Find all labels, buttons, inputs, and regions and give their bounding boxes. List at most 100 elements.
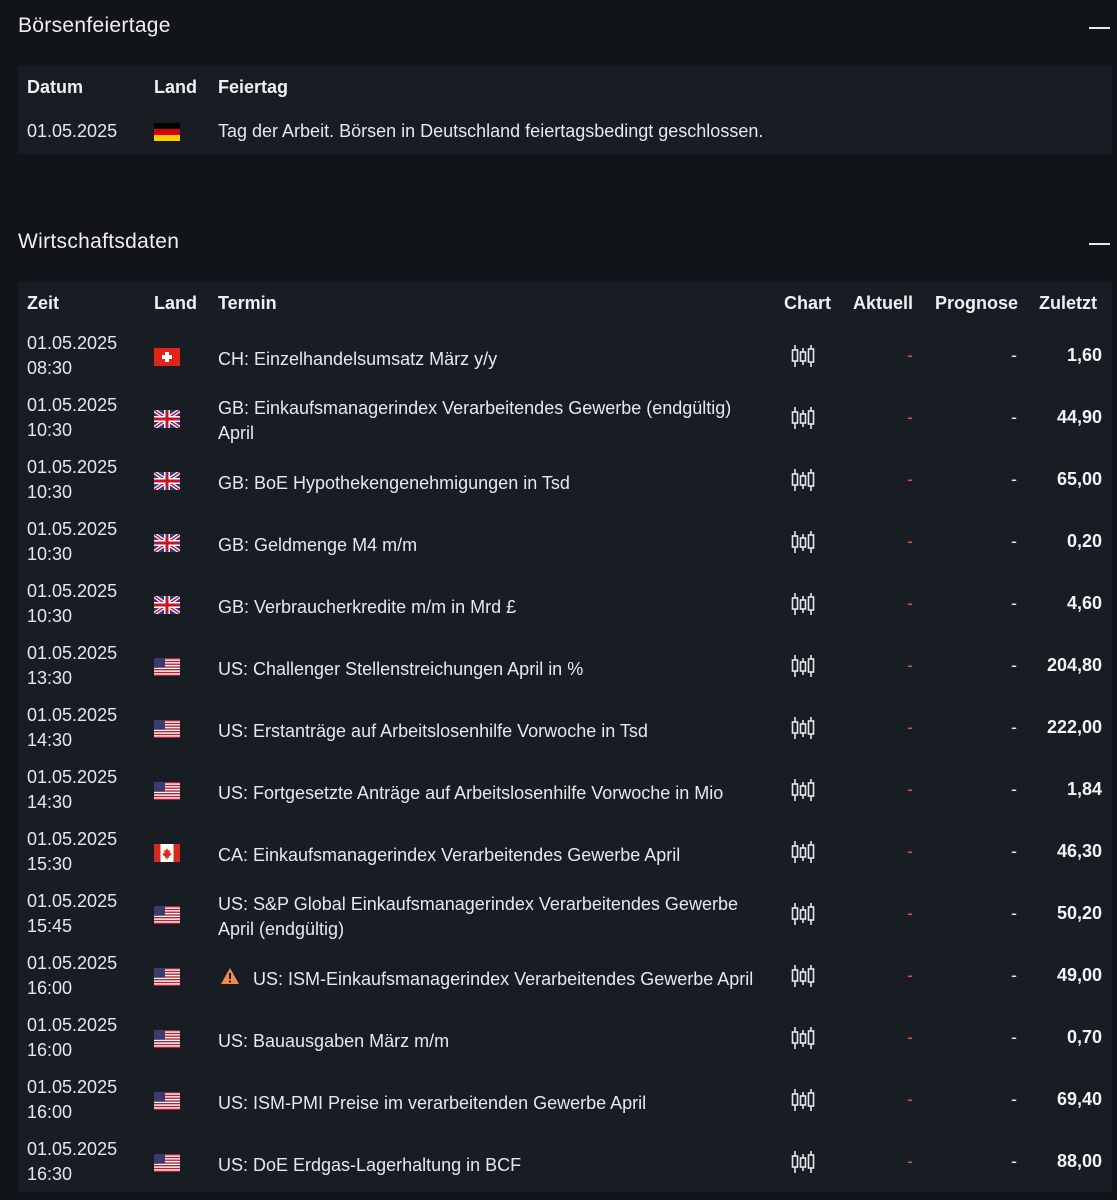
- row-actual: -: [907, 1089, 913, 1109]
- economic-table: Zeit Land Termin Chart Aktuell Prognose …: [18, 282, 1112, 1192]
- row-event: US: Fortgesetzte Anträge auf Arbeitslose…: [218, 762, 763, 824]
- table-row: 01.05.2025 10:30 GB: Verbraucherkredite m/…: [18, 576, 1112, 638]
- candlestick-chart-icon[interactable]: [791, 467, 815, 493]
- header-event: Termin: [218, 293, 277, 313]
- row-actual: -: [907, 903, 913, 923]
- candlestick-chart-icon[interactable]: [791, 963, 815, 989]
- row-forecast: -: [1011, 407, 1017, 427]
- row-date: 01.05.2025: [27, 1139, 118, 1159]
- row-time: 10:30: [27, 482, 73, 502]
- row-previous: 222,00: [1046, 717, 1102, 737]
- row-date: 01.05.2025: [27, 767, 118, 787]
- germany-flag-icon: [154, 123, 180, 141]
- table-row: 01.05.2025 14:30 US: Erstanträge auf Arbei…: [18, 700, 1112, 762]
- row-event-text: GB: Verbraucherkredite m/m in Mrd £: [218, 596, 517, 617]
- row-previous: 0,70: [1066, 1027, 1102, 1047]
- row-event: GB: Einkaufsmanagerindex Verarbeitendes …: [218, 390, 763, 452]
- row-time: 16:30: [27, 1164, 73, 1184]
- row-event-text: US: ISM-Einkaufsmanagerindex Verarbeiten…: [253, 968, 754, 989]
- us-flag-icon: [154, 782, 180, 800]
- row-previous: 204,80: [1046, 655, 1102, 675]
- holidays-collapse-button[interactable]: [1089, 18, 1111, 40]
- row-time: 15:30: [27, 854, 73, 874]
- candlestick-chart-icon[interactable]: [791, 591, 815, 617]
- table-row: 01.05.2025 16:00 US: Bauausgaben März m/m -…: [18, 1010, 1112, 1072]
- row-previous: 44,90: [1056, 407, 1102, 427]
- row-event: CH: Einzelhandelsumsatz März y/y: [218, 328, 763, 390]
- row-date: 01.05.2025: [27, 457, 118, 477]
- row-event-text: US: Erstanträge auf Arbeitslosenhilfe Vo…: [218, 720, 648, 741]
- minus-icon: [1089, 243, 1110, 245]
- row-time: 16:00: [27, 978, 73, 998]
- row-date: 01.05.2025: [27, 705, 118, 725]
- economic-section-header: Wirtschaftsdaten: [0, 216, 1117, 256]
- us-flag-icon: [154, 720, 180, 738]
- row-event-text: US: Fortgesetzte Anträge auf Arbeitslose…: [218, 782, 724, 803]
- gb-flag-icon: [154, 596, 180, 614]
- candlestick-chart-icon[interactable]: [791, 343, 815, 369]
- row-forecast: -: [1011, 903, 1017, 923]
- header-forecast: Prognose: [935, 293, 1019, 313]
- us-flag-icon: [154, 968, 180, 986]
- row-event: GB: Geldmenge M4 m/m: [218, 514, 763, 576]
- row-forecast: -: [1011, 841, 1017, 861]
- holiday-date: 01.05.2025: [27, 121, 118, 141]
- table-row: 01.05.2025 16:00 US: ISM-PMI Preise im ver…: [18, 1072, 1112, 1134]
- candlestick-chart-icon[interactable]: [791, 1087, 815, 1113]
- row-time: 16:00: [27, 1102, 73, 1122]
- row-event: US: S&P Global Einkaufsmanagerindex Vera…: [218, 886, 763, 948]
- row-actual: -: [907, 841, 913, 861]
- row-forecast: -: [1011, 779, 1017, 799]
- header-time: Zeit: [27, 293, 60, 313]
- us-flag-icon: [154, 1092, 180, 1110]
- row-event: US: ISM-PMI Preise im verarbeitenden Gew…: [218, 1072, 763, 1134]
- row-date: 01.05.2025: [27, 519, 118, 539]
- row-event: US: Bauausgaben März m/m: [218, 1010, 763, 1072]
- candlestick-chart-icon[interactable]: [791, 901, 815, 927]
- row-previous: 88,00: [1056, 1151, 1102, 1171]
- row-actual: -: [907, 1151, 913, 1171]
- candlestick-chart-icon[interactable]: [791, 529, 815, 555]
- candlestick-chart-icon[interactable]: [791, 715, 815, 741]
- gb-flag-icon: [154, 472, 180, 490]
- row-time: 14:30: [27, 730, 73, 750]
- candlestick-chart-icon[interactable]: [791, 839, 815, 865]
- row-date: 01.05.2025: [27, 829, 118, 849]
- row-event: CA: Einkaufsmanagerindex Verarbeitendes …: [218, 824, 763, 886]
- row-previous: 69,40: [1056, 1089, 1102, 1109]
- header-previous: Zuletzt: [1039, 293, 1097, 313]
- row-event-text: GB: BoE Hypothekengenehmigungen in Tsd: [218, 472, 570, 493]
- candlestick-chart-icon[interactable]: [791, 653, 815, 679]
- row-date: 01.05.2025: [27, 1077, 118, 1097]
- holidays-section-header: Börsenfeiertage: [0, 0, 1117, 40]
- row-event-text: CA: Einkaufsmanagerindex Verarbeitendes …: [218, 844, 681, 865]
- row-date: 01.05.2025: [27, 953, 118, 973]
- row-time: 13:30: [27, 668, 73, 688]
- row-actual: -: [907, 531, 913, 551]
- row-event-text: US: Bauausgaben März m/m: [218, 1030, 450, 1051]
- holiday-description: Tag der Arbeit. Börsen in Deutschland fe…: [218, 121, 764, 141]
- row-event-text: US: S&P Global Einkaufsmanagerindex Vera…: [218, 894, 738, 939]
- row-forecast: -: [1011, 717, 1017, 737]
- candlestick-chart-icon[interactable]: [791, 1149, 815, 1175]
- candlestick-chart-icon[interactable]: [791, 777, 815, 803]
- table-row: 01.05.2025 10:30 GB: Einkaufsmanagerindex …: [18, 390, 1112, 452]
- table-row: 01.05.2025 14:30 US: Fortgesetzte Anträge …: [18, 762, 1112, 824]
- candlestick-chart-icon[interactable]: [791, 1025, 815, 1051]
- table-row: 01.05.2025 15:30 CA: Einkaufsmanagerindex …: [18, 824, 1112, 886]
- row-date: 01.05.2025: [27, 891, 118, 911]
- economic-collapse-button[interactable]: [1089, 234, 1111, 256]
- ca-flag-icon: [154, 844, 180, 862]
- minus-icon: [1089, 27, 1110, 29]
- row-actual: -: [907, 965, 913, 985]
- row-event-text: US: ISM-PMI Preise im verarbeitenden Gew…: [218, 1092, 647, 1113]
- row-date: 01.05.2025: [27, 581, 118, 601]
- row-time: 08:30: [27, 358, 73, 378]
- candlestick-chart-icon[interactable]: [791, 405, 815, 431]
- row-forecast: -: [1011, 531, 1017, 551]
- table-row: 01.05.2025 16:30 US: DoE Erdgas-Lagerhaltu…: [18, 1134, 1112, 1196]
- row-actual: -: [907, 779, 913, 799]
- row-actual: -: [907, 593, 913, 613]
- row-previous: 1,60: [1066, 345, 1102, 365]
- table-row: 01.05.2025 10:30 GB: BoE Hypothekengenehmi…: [18, 452, 1112, 514]
